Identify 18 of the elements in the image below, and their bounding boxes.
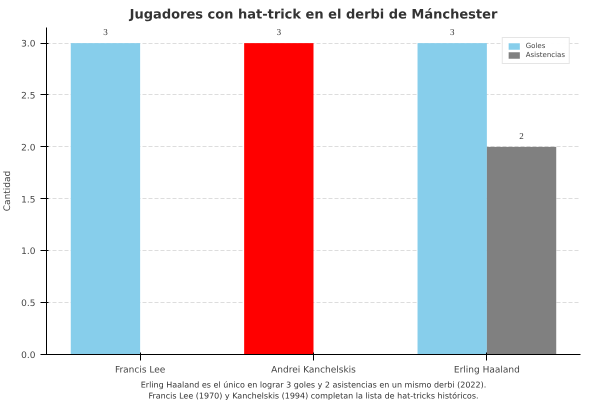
x-tick-label: Andrei Kanchelskis — [271, 366, 356, 376]
y-tick-label: 0.5 — [21, 299, 36, 310]
text: Francis Lee (1970) y Kanchelskis (1994) completan la lista de hat-tricks históricos. — [148, 392, 479, 400]
text: Erling Haaland es el único en lograr 3 goles y 2 asistencias en un mismo derbi (2022). — [140, 380, 486, 390]
y-tick-label: 1.0 — [21, 247, 36, 258]
y-tick-label: 1.5 — [21, 195, 36, 206]
x-tick-label: Francis Lee — [114, 366, 166, 376]
chart-title: Jugadores con hat-trick en el derbi de Mánchester — [128, 8, 498, 22]
y-axis-title: Cantidad — [3, 170, 14, 212]
data-label: 3 — [276, 27, 282, 38]
y-tick-label: 3.0 — [21, 40, 36, 50]
y-tick-label: 2.0 — [21, 143, 36, 154]
y-tick-label: 0.0 — [21, 351, 36, 361]
data-label: 2 — [519, 130, 524, 141]
y-tick-label: 2.5 — [21, 91, 36, 102]
data-label: 3 — [103, 27, 108, 38]
x-tick-label: Erling Haaland — [454, 366, 520, 376]
data-label: 3 — [450, 27, 455, 38]
